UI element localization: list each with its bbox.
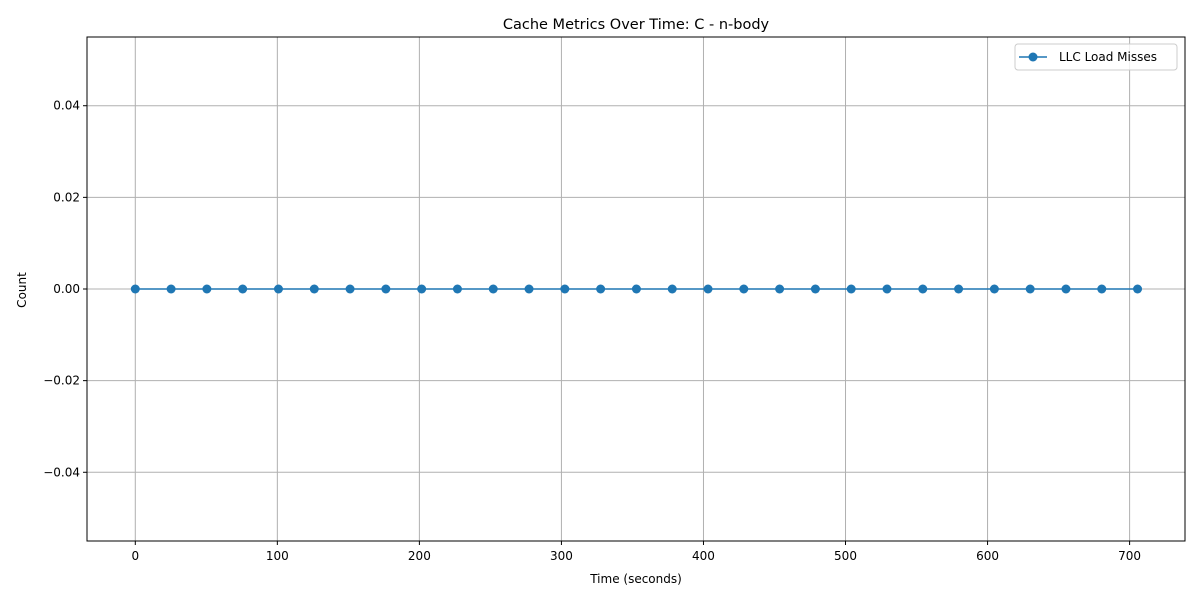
x-tick-label: 700 — [1118, 549, 1141, 563]
data-point — [1133, 284, 1143, 294]
data-point — [524, 284, 534, 294]
data-point — [202, 284, 212, 294]
legend: LLC Load Misses — [1014, 43, 1178, 71]
data-point — [560, 284, 570, 294]
x-tick-label: 500 — [834, 549, 857, 563]
data-point — [345, 284, 355, 294]
data-point — [488, 284, 498, 294]
ticks: 0 100 200 300 400 500 600 700 0.04 0.02 0.00 −0.02 −… — [43, 99, 1141, 563]
series-layer — [130, 284, 1143, 294]
x-tick-label: 0 — [131, 549, 139, 563]
x-tick-label: 200 — [408, 549, 431, 563]
data-point — [1025, 284, 1035, 294]
y-tick-label: 0.00 — [53, 282, 80, 296]
data-point — [309, 284, 319, 294]
data-point — [954, 284, 964, 294]
y-axis-label: Count — [15, 272, 29, 308]
x-tick-label: 400 — [692, 549, 715, 563]
data-point — [703, 284, 713, 294]
data-point — [1097, 284, 1107, 294]
data-point — [631, 284, 641, 294]
x-tick-label: 300 — [550, 549, 573, 563]
data-point — [452, 284, 462, 294]
y-tick-label: 0.04 — [53, 99, 80, 113]
data-point — [810, 284, 820, 294]
legend-box — [1014, 43, 1178, 71]
data-point — [775, 284, 785, 294]
data-point — [989, 284, 999, 294]
legend-marker-swatch — [1028, 52, 1038, 62]
x-tick-label: 600 — [976, 549, 999, 563]
data-point — [273, 284, 283, 294]
y-tick-label: −0.02 — [43, 374, 80, 388]
chart-title: Cache Metrics Over Time: C - n-body — [503, 17, 770, 33]
data-point — [130, 284, 140, 294]
data-point — [381, 284, 391, 294]
data-point — [882, 284, 892, 294]
x-tick-label: 100 — [266, 549, 289, 563]
legend-entry-llc-load-misses: LLC Load Misses — [1059, 50, 1157, 64]
data-point — [166, 284, 176, 294]
data-point — [667, 284, 677, 294]
y-tick-label: −0.04 — [43, 465, 80, 479]
data-point — [596, 284, 606, 294]
data-point — [417, 284, 427, 294]
data-point — [238, 284, 248, 294]
data-point — [739, 284, 749, 294]
data-point — [918, 284, 928, 294]
data-point — [1061, 284, 1071, 294]
y-tick-label: 0.02 — [53, 190, 80, 204]
data-point — [846, 284, 856, 294]
x-axis-label: Time (seconds) — [589, 572, 682, 586]
